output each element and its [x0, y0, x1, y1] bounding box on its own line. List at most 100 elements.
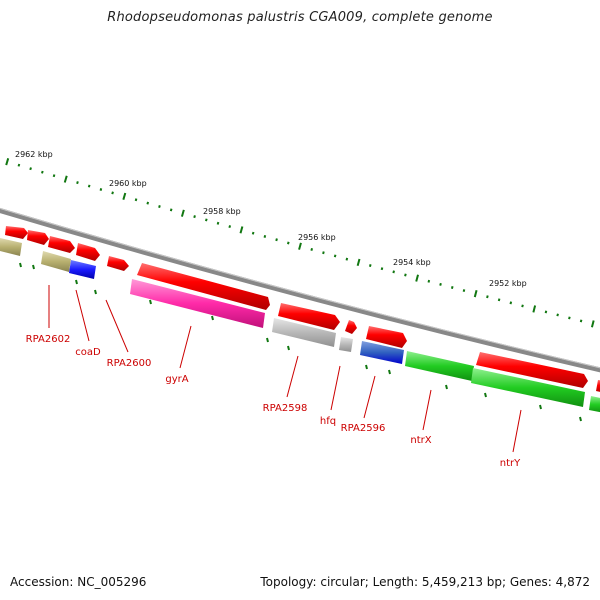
minor-tick	[568, 316, 571, 320]
inner-tick	[149, 299, 152, 305]
minor-tick	[275, 238, 278, 242]
minor-tick	[158, 205, 161, 208]
minor-tick	[486, 295, 489, 299]
gene-feature-reverse	[589, 396, 600, 413]
coordinate-label: 2960 kbp	[109, 179, 147, 188]
gene-feature-forward	[345, 320, 357, 334]
minor-tick	[29, 167, 32, 171]
gene-feature-forward	[5, 226, 28, 239]
topology-text: Topology: circular; Length: 5,459,213 bp…	[260, 575, 590, 589]
minor-tick	[134, 198, 138, 202]
minor-tick	[228, 225, 232, 229]
minor-tick	[310, 248, 314, 251]
gene-feature-reverse	[471, 368, 585, 407]
gene-feature-reverse	[360, 341, 404, 364]
inner-tick	[445, 384, 448, 390]
gene-feature-reverse	[41, 251, 71, 272]
gene-label: RPA2600	[107, 358, 152, 369]
gene-feature-forward	[48, 236, 75, 253]
major-tick	[415, 274, 419, 282]
gene-feature-reverse	[0, 238, 22, 256]
minor-tick	[263, 234, 267, 238]
coordinate-ticks	[5, 158, 595, 422]
gene-feature-reverse	[69, 260, 96, 279]
minor-tick	[345, 257, 349, 261]
gene-label: RPA2602	[26, 334, 71, 345]
inner-tick	[539, 404, 542, 410]
gene-feature-reverse	[130, 279, 265, 328]
major-tick	[63, 175, 68, 183]
inner-tick	[388, 369, 391, 375]
gene-labels: RPA2602 coaD RPA2600 gyrA RPA2598 hfq RP…	[26, 334, 521, 469]
minor-tick	[579, 319, 583, 323]
minor-tick	[509, 301, 513, 305]
gene-label: ntrX	[410, 435, 431, 446]
major-tick	[180, 209, 185, 217]
map-title: Rhodopseudomonas palustris CGA009, compl…	[107, 10, 493, 25]
coordinate-labels: 2962 kbp 2960 kbp 2958 kbp 2956 kbp 2954 kbp…	[15, 150, 527, 288]
inner-tick	[94, 289, 97, 295]
gene-label: ntrY	[500, 458, 521, 469]
coordinate-label: 2958 kbp	[203, 207, 241, 216]
gene-feature-forward	[27, 230, 49, 245]
minor-tick	[392, 270, 395, 274]
coordinate-label: 2956 kbp	[298, 233, 336, 242]
gene-feature-forward	[278, 303, 340, 330]
minor-tick	[368, 264, 372, 267]
minor-tick	[99, 188, 103, 191]
minor-tick	[52, 174, 56, 178]
minor-tick	[169, 208, 173, 212]
minor-tick	[193, 215, 196, 219]
minor-tick	[41, 170, 44, 174]
coordinate-label: 2962 kbp	[15, 150, 53, 159]
minor-tick	[462, 289, 466, 293]
gene-feature-forward	[137, 263, 270, 310]
major-tick	[122, 192, 127, 200]
minor-tick	[87, 184, 91, 188]
major-tick	[473, 290, 478, 298]
accession-text: Accession: NC_005296	[10, 575, 147, 589]
gene-features	[0, 226, 600, 413]
inner-tick	[484, 392, 487, 398]
gene-feature-forward	[366, 326, 407, 348]
gene-label: RPA2598	[263, 403, 308, 414]
gene-feature-forward	[476, 352, 588, 388]
major-tick	[590, 320, 595, 328]
minor-tick	[427, 279, 431, 283]
gene-label: coaD	[75, 347, 101, 358]
major-tick	[239, 226, 244, 234]
minor-tick	[439, 282, 442, 286]
gene-label: gyrA	[165, 374, 188, 385]
minor-tick	[556, 313, 559, 317]
inner-tick	[287, 345, 290, 351]
coordinate-label: 2954 kbp	[393, 258, 431, 267]
major-tick	[298, 242, 302, 250]
gene-label: hfq	[320, 416, 336, 427]
label-leaders	[48, 285, 522, 453]
major-tick	[5, 158, 10, 166]
inner-tick	[19, 262, 22, 268]
genome-backbone-highlight	[0, 207, 600, 369]
minor-tick	[146, 201, 150, 205]
minor-tick	[380, 267, 384, 271]
inner-tick	[211, 315, 214, 321]
gene-feature-reverse	[405, 351, 474, 381]
minor-tick	[333, 254, 337, 258]
minor-tick	[251, 231, 255, 235]
minor-tick	[544, 310, 548, 314]
minor-tick	[76, 181, 79, 185]
minor-tick	[322, 251, 325, 255]
coordinate-label: 2952 kbp	[489, 279, 527, 288]
minor-tick	[450, 286, 454, 289]
major-tick	[356, 258, 361, 266]
minor-tick	[216, 221, 220, 225]
genome-backbone	[0, 207, 600, 373]
gene-feature-forward	[107, 256, 129, 271]
major-tick	[532, 305, 537, 313]
inner-tick	[266, 337, 269, 343]
minor-tick	[205, 218, 208, 222]
inner-tick	[579, 416, 582, 422]
minor-tick	[404, 273, 407, 277]
gene-feature-forward	[76, 243, 100, 261]
